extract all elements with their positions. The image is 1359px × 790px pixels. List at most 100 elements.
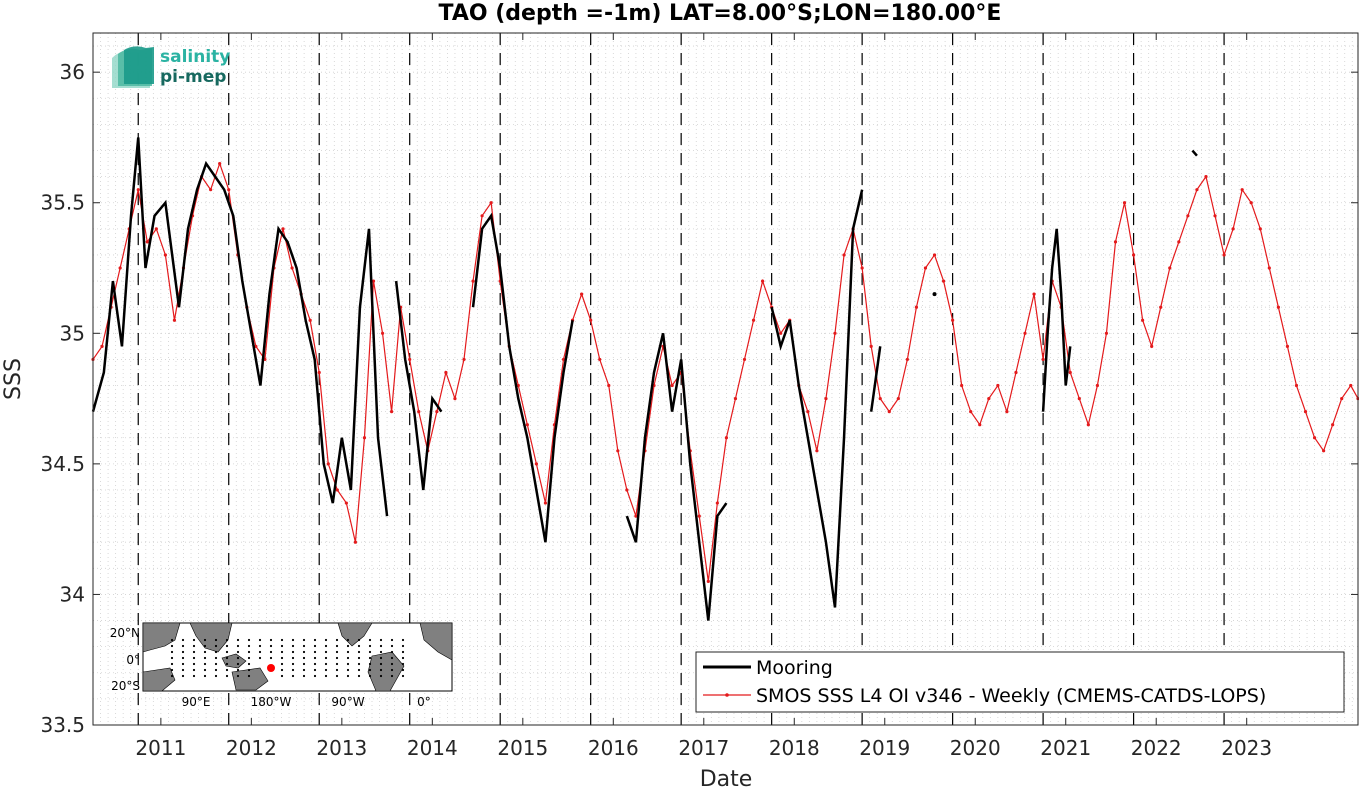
smos-point bbox=[1113, 240, 1118, 244]
map-mooring-dot bbox=[236, 668, 240, 672]
smos-point bbox=[607, 383, 611, 388]
map-mooring-dot bbox=[357, 638, 361, 642]
map-mooring-dot bbox=[302, 650, 306, 654]
x-tick-label-2013: 2013 bbox=[316, 736, 367, 760]
map-mooring-dot bbox=[225, 662, 229, 666]
smos-point bbox=[1150, 344, 1154, 348]
smos-point bbox=[1095, 383, 1099, 388]
map-mooring-dot bbox=[390, 644, 394, 648]
smos-point bbox=[561, 357, 566, 362]
map-mooring-dot bbox=[390, 650, 394, 654]
map-mooring-dot bbox=[247, 638, 251, 642]
map-mooring-dot bbox=[346, 656, 350, 660]
map-mooring-dot bbox=[203, 662, 207, 666]
legend-box bbox=[695, 651, 1345, 713]
map-mooring-dot bbox=[302, 638, 306, 642]
map-mooring-dot bbox=[181, 650, 185, 654]
map-mooring-dot bbox=[269, 650, 273, 654]
map-mooring-dot bbox=[247, 674, 251, 678]
series-layer bbox=[91, 137, 1359, 621]
mooring-segment-3 bbox=[625, 333, 728, 621]
smos-point bbox=[543, 501, 548, 505]
smos-point bbox=[1168, 266, 1172, 270]
map-lon-label-90w: 90°W bbox=[331, 695, 364, 709]
smos-point bbox=[453, 396, 457, 401]
map-mooring-dot bbox=[368, 662, 372, 666]
map-mooring-dot bbox=[181, 638, 185, 642]
map-mooring-dot bbox=[401, 674, 405, 678]
map-mooring-dot bbox=[302, 656, 306, 660]
smos-point bbox=[580, 292, 584, 296]
map-mooring-dot bbox=[379, 650, 383, 654]
logo-wave-icon bbox=[112, 46, 154, 88]
map-mooring-dot bbox=[192, 638, 196, 642]
map-mooring-dot bbox=[401, 668, 405, 672]
map-mooring-dot bbox=[401, 638, 405, 642]
x-tick-label-2021: 2021 bbox=[1040, 736, 1091, 760]
map-mooring-dot bbox=[335, 650, 339, 654]
smos-point bbox=[1041, 357, 1045, 362]
smos-point bbox=[390, 410, 394, 414]
smos-point bbox=[905, 357, 909, 362]
smos-point bbox=[471, 279, 475, 283]
map-lon-label-0: 0° bbox=[417, 695, 431, 709]
smos-point bbox=[254, 344, 258, 348]
map-lat-label-0: 0° bbox=[126, 653, 140, 667]
map-mooring-dot bbox=[335, 662, 339, 666]
smos-point bbox=[1177, 240, 1181, 244]
map-mooring-dot bbox=[291, 674, 295, 678]
map-mooring-dot bbox=[203, 674, 207, 678]
x-tick-label-2022: 2022 bbox=[1131, 736, 1182, 760]
smos-point bbox=[435, 410, 439, 414]
map-mooring-dot bbox=[390, 674, 394, 678]
smos-point bbox=[706, 579, 710, 583]
map-mooring-dot bbox=[236, 650, 240, 654]
smos-point bbox=[1122, 201, 1127, 205]
smos-point bbox=[589, 318, 593, 322]
x-tick-label-2017: 2017 bbox=[678, 736, 729, 760]
smos-point bbox=[987, 396, 991, 401]
smos-point bbox=[941, 279, 946, 283]
map-mooring-dot bbox=[335, 656, 339, 660]
smos-point bbox=[154, 227, 158, 231]
smos-point bbox=[136, 188, 140, 192]
smos-point bbox=[969, 410, 973, 414]
map-mooring-dot bbox=[170, 638, 174, 642]
map-mooring-dot bbox=[225, 674, 229, 678]
map-mooring-dot bbox=[313, 668, 317, 672]
smos-point bbox=[1141, 318, 1145, 322]
mooring-segment-7 bbox=[1041, 228, 1072, 412]
map-mooring-dot bbox=[192, 662, 196, 666]
y-axis-label: SSS bbox=[1, 358, 26, 400]
smos-point bbox=[281, 227, 285, 231]
map-mooring-dot bbox=[379, 638, 383, 642]
smos-point bbox=[824, 396, 828, 401]
map-mooring-dot bbox=[280, 674, 284, 678]
map-landmasses bbox=[142, 622, 453, 692]
map-mooring-dot bbox=[247, 644, 251, 648]
map-mooring-dot bbox=[269, 644, 273, 648]
map-mooring-dot bbox=[214, 662, 218, 666]
map-mooring-dot bbox=[225, 668, 229, 672]
map-mooring-dot bbox=[225, 650, 229, 654]
mooring-segment-8 bbox=[1191, 149, 1198, 157]
smos-point bbox=[1331, 423, 1335, 427]
map-mooring-dot bbox=[192, 656, 196, 660]
smos-point bbox=[670, 383, 674, 388]
map-mooring-dot bbox=[280, 650, 284, 654]
map-mooring-dot bbox=[324, 650, 328, 654]
x-axis-label: Date bbox=[700, 767, 753, 790]
map-mooring-dot bbox=[335, 674, 339, 678]
smos-point bbox=[1032, 292, 1036, 296]
map-mooring-dot bbox=[280, 668, 284, 672]
smos-point bbox=[1285, 344, 1290, 348]
map-mooring-dot bbox=[225, 656, 229, 660]
smos-point bbox=[1104, 331, 1109, 335]
smos-point bbox=[480, 214, 484, 218]
map-mooring-dot bbox=[313, 644, 317, 648]
map-mooring-dot bbox=[280, 644, 284, 648]
smos-point bbox=[218, 161, 222, 166]
smos-point bbox=[227, 188, 231, 192]
mooring-array-dots bbox=[170, 638, 405, 678]
smos-point bbox=[290, 266, 294, 270]
